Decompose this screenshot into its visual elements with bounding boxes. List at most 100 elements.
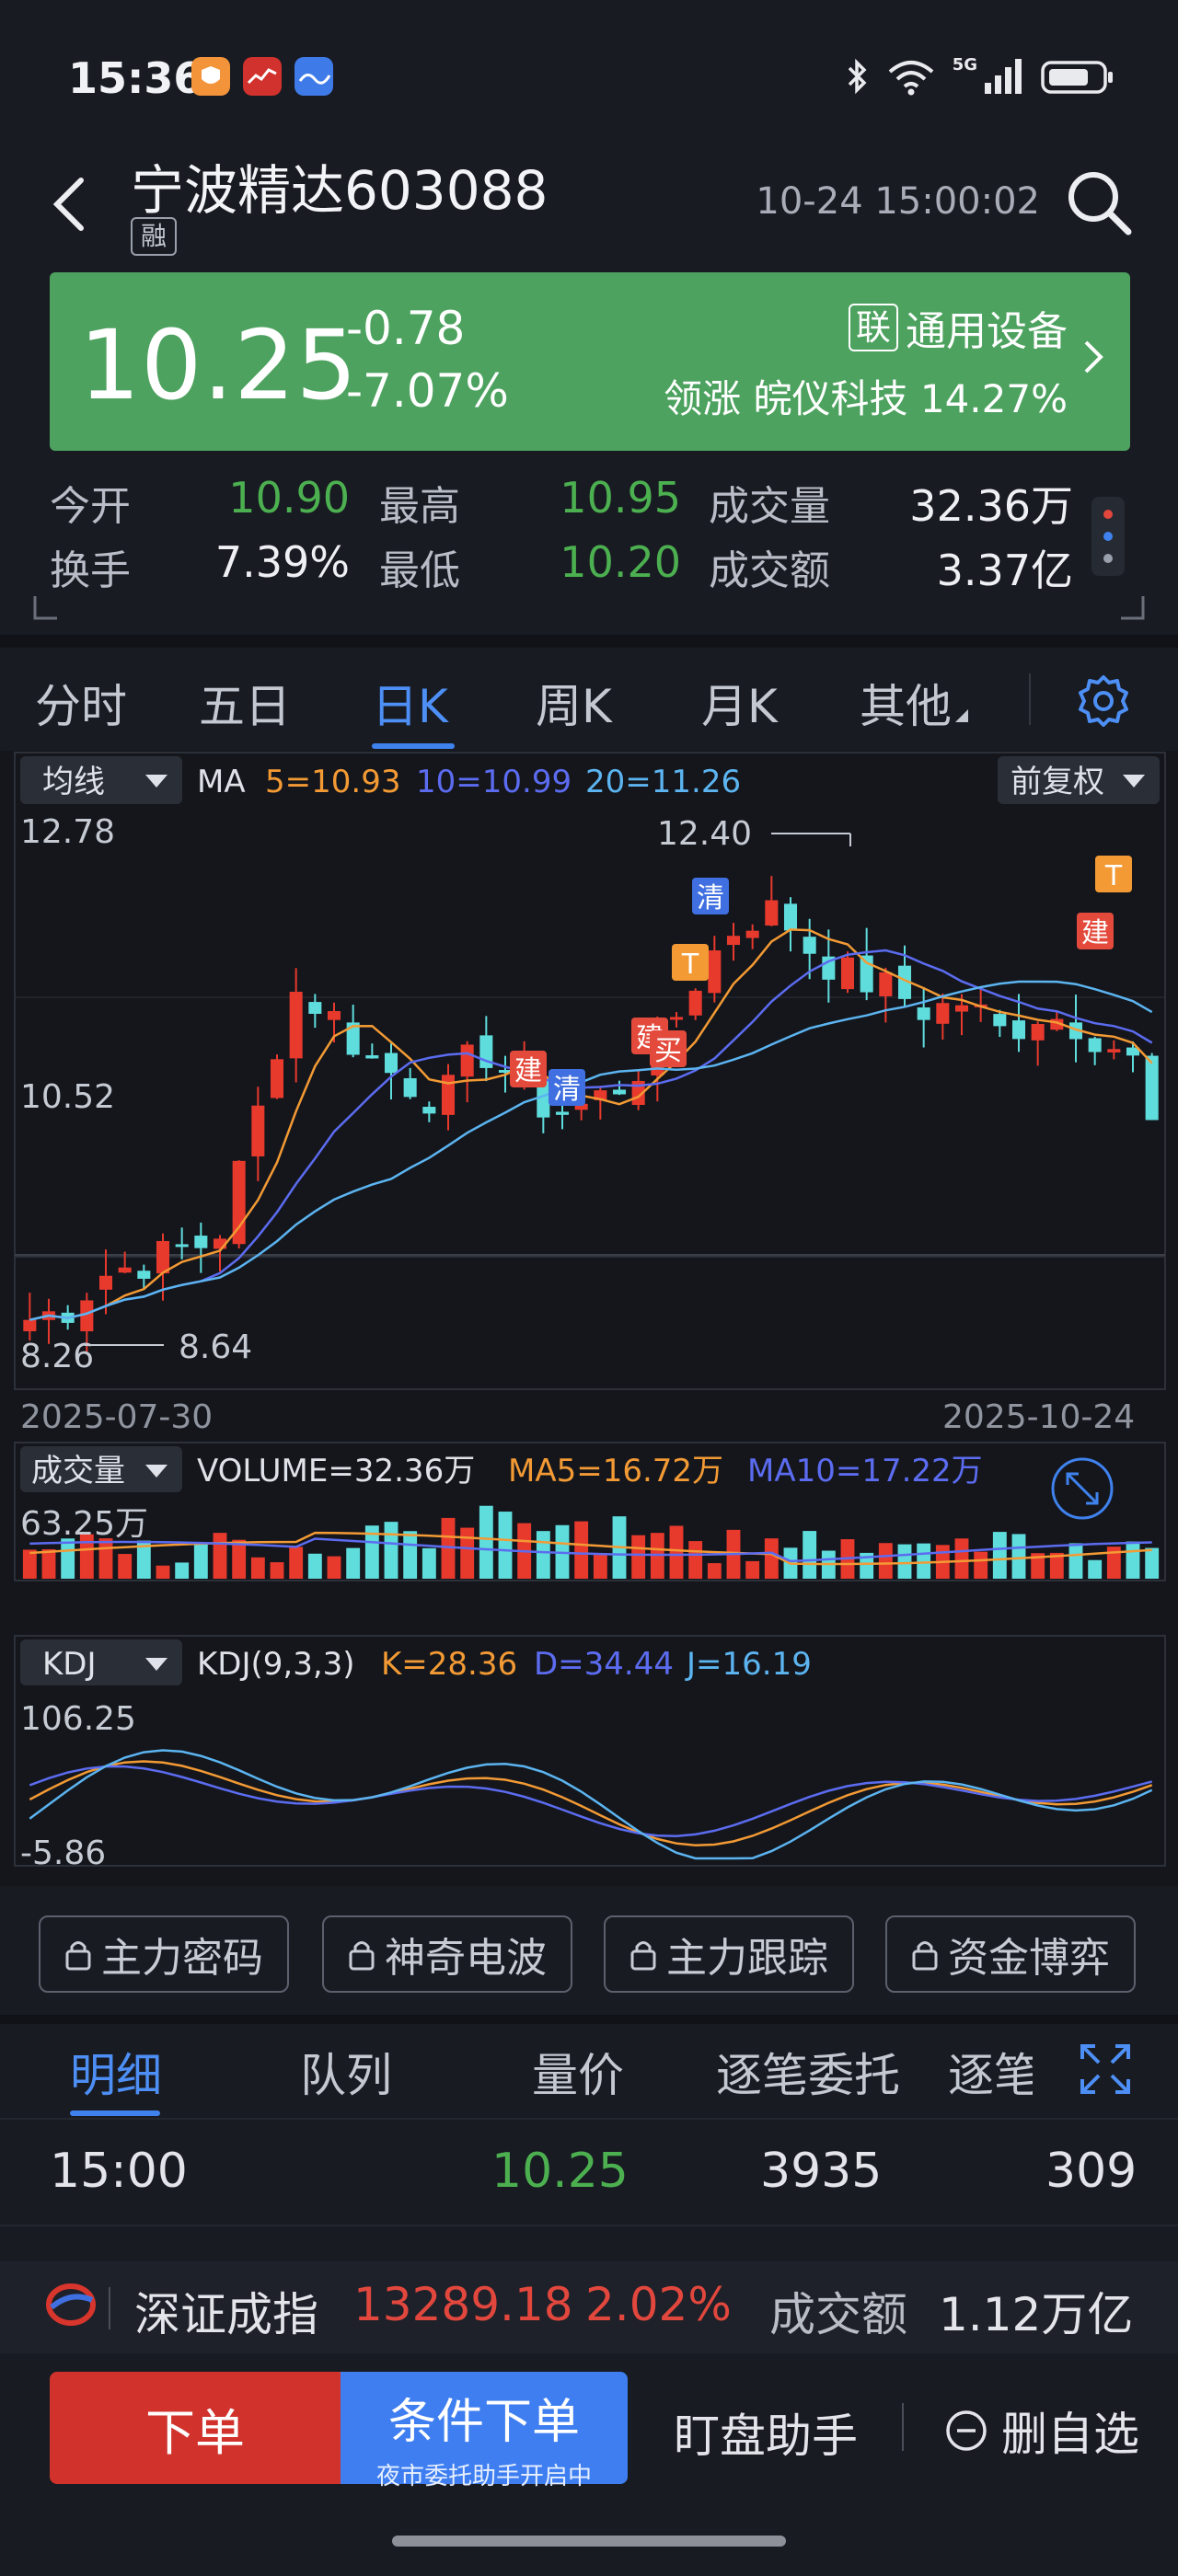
conditional-order-button[interactable]: 条件下单 夜市委托助手开启中 [341, 2372, 628, 2490]
candle-body [23, 1319, 37, 1332]
open-value: 10.90 [228, 473, 350, 523]
remove-watchlist-button[interactable]: 删自选 [944, 2398, 1139, 2464]
tab-other[interactable]: 其他 [860, 670, 968, 736]
candle-body [1145, 1055, 1159, 1121]
tool-magic-wave-button[interactable]: 神奇电波 [322, 1915, 572, 1993]
index-ticker-bar[interactable] [0, 2261, 1178, 2353]
kline-chart[interactable]: 建清T建买清T建 均线 MA 5=10.93 10=10.99 20=11.26… [0, 751, 1178, 1886]
volume-bars [22, 1505, 1160, 1579]
kdj-params: KDJ(9,3,3) [197, 1646, 355, 1683]
trade-time: 15:00 [50, 2144, 188, 2199]
signal-icon [985, 59, 1022, 94]
tab-five-day[interactable]: 五日 [199, 680, 291, 733]
candle-body [669, 1017, 684, 1020]
tab-trade-by-trade[interactable]: 逐笔 [948, 2049, 1033, 2102]
conditional-order-subtitle: 夜市委托助手开启中 [375, 2463, 592, 2490]
volume-bar [250, 1557, 265, 1579]
volume-bar [536, 1531, 550, 1579]
signal-markers: 建清T建买清T建 [510, 856, 1132, 1106]
dot-icon [1103, 510, 1113, 519]
adjust-dropdown[interactable] [998, 756, 1160, 804]
volume-bar [631, 1535, 646, 1579]
chart-settings-button[interactable] [1071, 670, 1136, 734]
corner-bracket-icon [33, 596, 57, 620]
volume-value-text: VOLUME=32.36万 [197, 1453, 475, 1489]
status-indicators: 5G [844, 52, 1114, 101]
candle-body [688, 990, 702, 1016]
volume-bar [232, 1539, 247, 1579]
ma5-value: 5=10.93 [265, 764, 400, 800]
trade-quantity: 3935 [760, 2144, 883, 2199]
volume-bar [422, 1547, 436, 1579]
corner-bracket-icon [1121, 596, 1145, 620]
volume-bar [974, 1551, 988, 1579]
back-button[interactable] [44, 167, 99, 241]
volume-dropdown[interactable] [20, 1446, 182, 1492]
candle-body [936, 1003, 950, 1024]
candle-body [803, 937, 816, 954]
tool-fund-game-button[interactable]: 资金博弈 [885, 1915, 1136, 1993]
tool-main-tracking-button[interactable]: 主力跟踪 [604, 1915, 854, 1993]
active-tab-indicator [372, 743, 455, 749]
vol-ma10-value: MA10=17.22万 [747, 1453, 983, 1489]
ma-dropdown-label: 均线 [42, 764, 105, 800]
candle-body [460, 1044, 474, 1077]
stock-app-icon [243, 57, 282, 96]
active-tab-indicator [70, 2110, 160, 2116]
tab-monthly-k[interactable]: 月K [701, 680, 778, 733]
candle-body [993, 1014, 1007, 1027]
candle-body [897, 965, 912, 999]
candle-body [879, 972, 893, 996]
market-turnover-value: 1.12万亿 [939, 2288, 1134, 2341]
tab-divider [1029, 673, 1031, 725]
kdj-dropdown[interactable] [20, 1639, 182, 1685]
tool-main-code-button[interactable]: 主力密码 [39, 1915, 289, 1993]
volume-bar [441, 1517, 456, 1579]
chevron-right-icon[interactable] [1082, 335, 1104, 388]
candle-body [574, 1103, 588, 1110]
ma-line [29, 980, 1153, 1321]
bluetooth-icon [848, 58, 867, 95]
volume-bar [41, 1548, 56, 1579]
fullscreen-button[interactable] [1051, 1457, 1114, 1520]
signal-marker [692, 878, 729, 914]
volume-bar [61, 1538, 75, 1579]
tab-volume-price[interactable]: 量价 [532, 2049, 624, 2102]
sector-link[interactable]: 联 通用设备 [848, 298, 1068, 357]
tab-daily-k[interactable]: 日K [372, 680, 448, 733]
stats-more-button[interactable] [1091, 497, 1125, 576]
expand-detail-button[interactable] [1079, 2042, 1132, 2096]
price-panel[interactable]: 10.25 -0.78 -7.07% 联 通用设备 领涨 皖仪科技 14.27% [50, 272, 1130, 451]
amount-value: 3.37亿 [936, 546, 1073, 595]
tab-weekly-k[interactable]: 周K [536, 680, 612, 733]
volume-bar [213, 1533, 227, 1579]
kdj-line [29, 1749, 1153, 1860]
index-change-pct: 2.02% [585, 2278, 732, 2331]
y-axis-top: 12.78 [20, 813, 115, 851]
watch-assistant-button[interactable]: 盯盘助手 [674, 2409, 858, 2463]
tool-label: 资金博弈 [948, 1935, 1110, 1982]
row-divider [0, 2225, 1178, 2226]
tab-detail[interactable]: 明细 [70, 2049, 162, 2102]
ma-dropdown[interactable] [20, 756, 182, 804]
candle-body [954, 1005, 969, 1012]
market-turnover-label: 成交额 [769, 2288, 907, 2341]
volume-bar [917, 1543, 931, 1579]
candle-body [137, 1271, 151, 1279]
action-divider [902, 2403, 904, 2451]
order-button[interactable]: 下单 [50, 2372, 341, 2484]
volume-bar [79, 1534, 94, 1579]
signal-label: 买 [654, 1035, 682, 1067]
volume-bar [307, 1553, 322, 1579]
lock-icon [630, 1941, 656, 1971]
tab-intraday[interactable]: 分时 [35, 680, 127, 733]
tab-order-by-order[interactable]: 逐笔委托 [716, 2049, 900, 2102]
candle-body [156, 1240, 170, 1274]
tab-queue[interactable]: 队列 [300, 2049, 392, 2102]
trade-price: 10.25 [491, 2144, 629, 2199]
search-button[interactable] [1062, 166, 1138, 241]
home-indicator [392, 2536, 786, 2547]
volume-bar [764, 1538, 779, 1579]
signal-label: 清 [553, 1074, 581, 1106]
volume-bar [707, 1563, 722, 1579]
